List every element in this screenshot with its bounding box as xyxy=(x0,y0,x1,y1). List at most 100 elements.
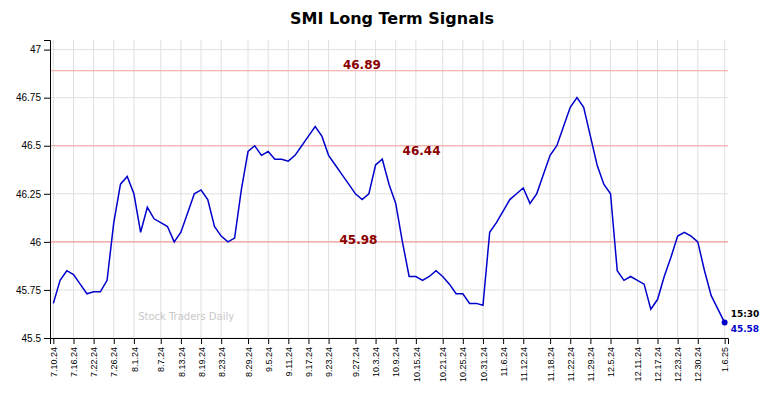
x-tick: 10.21.24 xyxy=(438,338,448,382)
x-tick-mark xyxy=(590,338,591,344)
x-tick-label: 10.31.24 xyxy=(479,347,489,382)
x-tick-label: 9.5.24 xyxy=(264,347,274,372)
x-tick: 9.11.24 xyxy=(284,338,294,376)
x-tick-label: 12.11.24 xyxy=(633,347,643,381)
y-tick-mark xyxy=(44,338,50,339)
x-tick-mark xyxy=(221,338,222,344)
grid-line-x xyxy=(268,40,269,338)
x-tick-label: 11.18.24 xyxy=(546,347,556,381)
x-tick: 11.6.24 xyxy=(499,338,509,376)
x-tick-label: 10.15.24 xyxy=(412,347,422,382)
x-tick-label: 12.30.24 xyxy=(693,347,703,382)
x-tick-label: 8.29.24 xyxy=(244,347,254,377)
x-tick-mark xyxy=(483,338,484,344)
x-tick-mark xyxy=(523,338,524,344)
x-tick-mark xyxy=(288,338,289,344)
grid-line-x xyxy=(395,40,396,338)
grid-line-x xyxy=(160,40,161,338)
watermark: Stock Traders Daily xyxy=(138,311,234,322)
grid-line-x xyxy=(375,40,376,338)
grid-line-x xyxy=(590,40,591,338)
level-line xyxy=(50,70,728,71)
x-tick: 12.23.24 xyxy=(673,338,683,382)
x-tick-mark xyxy=(658,338,659,344)
x-tick: 9.17.24 xyxy=(304,338,314,377)
x-tick: 7.22.24 xyxy=(89,338,99,377)
x-tick-mark xyxy=(503,338,504,344)
grid-line-y xyxy=(50,289,728,290)
x-tick: 12.30.24 xyxy=(693,338,703,382)
x-tick: 8.13.24 xyxy=(177,338,187,377)
grid-line-y xyxy=(50,145,728,146)
grid-line-x xyxy=(482,40,483,338)
level-line xyxy=(50,145,728,146)
x-tick: 9.27.24 xyxy=(351,338,361,377)
grid-line-x xyxy=(355,40,356,338)
grid-line-x xyxy=(73,40,74,338)
y-tick-label: 47 xyxy=(30,44,42,55)
y-tick-label: 46 xyxy=(30,237,42,248)
y-tick: 46.25 xyxy=(16,189,50,200)
y-tick-label: 46.75 xyxy=(16,92,41,103)
x-tick: 9.23.24 xyxy=(324,338,334,377)
grid-line-x xyxy=(201,40,202,338)
last-price: 45.58 xyxy=(731,324,759,334)
x-tick-mark xyxy=(53,338,54,344)
grid-line-x xyxy=(697,40,698,338)
x-tick: 12.17.24 xyxy=(653,338,663,382)
level-label: 45.98 xyxy=(340,233,378,247)
x-tick-label: 12.23.24 xyxy=(673,347,683,382)
x-tick-label: 7.10.24 xyxy=(49,347,59,377)
x-tick-label: 11.29.24 xyxy=(586,347,596,381)
x-tick-mark xyxy=(376,338,377,344)
grid-line-x xyxy=(248,40,249,338)
chart: SMI Long Term Signals Stock Traders Daily… xyxy=(0,0,784,398)
last-point xyxy=(722,320,728,326)
x-tick: 1.6.25 xyxy=(720,338,730,372)
grid-line-x xyxy=(113,40,114,338)
level-label: 46.89 xyxy=(343,58,381,72)
x-tick-mark xyxy=(570,338,571,344)
x-tick-mark xyxy=(308,338,309,344)
plot-area xyxy=(50,71,728,326)
title: SMI Long Term Signals xyxy=(290,9,494,28)
x-tick-label: 10.9.24 xyxy=(391,347,401,377)
x-tick-label: 9.11.24 xyxy=(284,347,294,376)
x-tick-mark xyxy=(416,338,417,344)
x-tick-label: 9.27.24 xyxy=(351,347,361,377)
grid-line-x xyxy=(53,40,54,338)
x-tick-label: 8.13.24 xyxy=(177,347,187,377)
x-tick-mark xyxy=(611,338,612,344)
grid-line-x xyxy=(415,40,416,338)
y-tick: 47 xyxy=(30,44,50,55)
x-tick: 12.11.24 xyxy=(633,338,643,381)
grid-line-x xyxy=(503,40,504,338)
x-tick-mark xyxy=(268,338,269,344)
y-tick: 46.75 xyxy=(16,92,50,103)
grid-line-y xyxy=(50,241,728,242)
x-tick: 10.3.24 xyxy=(371,338,381,377)
grid-line-x xyxy=(180,40,181,338)
x-tick: 11.22.24 xyxy=(566,338,576,381)
x-tick-label: 8.7.24 xyxy=(156,347,166,372)
grid-line-x xyxy=(610,40,611,338)
x-tick-mark xyxy=(637,338,638,344)
grid-line-x xyxy=(328,40,329,338)
x-tick-mark xyxy=(248,338,249,344)
y-tick-label: 45.75 xyxy=(16,285,41,296)
x-tick-label: 1.6.25 xyxy=(720,347,730,372)
x-tick-mark xyxy=(396,338,397,344)
x-tick: 7.10.24 xyxy=(49,338,59,377)
x-tick-mark xyxy=(678,338,679,344)
grid-line-x xyxy=(637,40,638,338)
x-tick: 7.26.24 xyxy=(109,338,119,377)
grid-line-y xyxy=(50,49,728,50)
x-tick: 8.1.24 xyxy=(130,338,140,372)
grid-line-x xyxy=(677,40,678,338)
x-tick-mark xyxy=(73,338,74,344)
y-tick-label: 46.25 xyxy=(16,189,41,200)
x-tick: 10.9.24 xyxy=(391,338,401,377)
x-tick-label: 10.25.24 xyxy=(458,347,468,382)
x-tick: 8.23.24 xyxy=(217,338,227,377)
x-tick: 12.5.24 xyxy=(606,338,616,377)
